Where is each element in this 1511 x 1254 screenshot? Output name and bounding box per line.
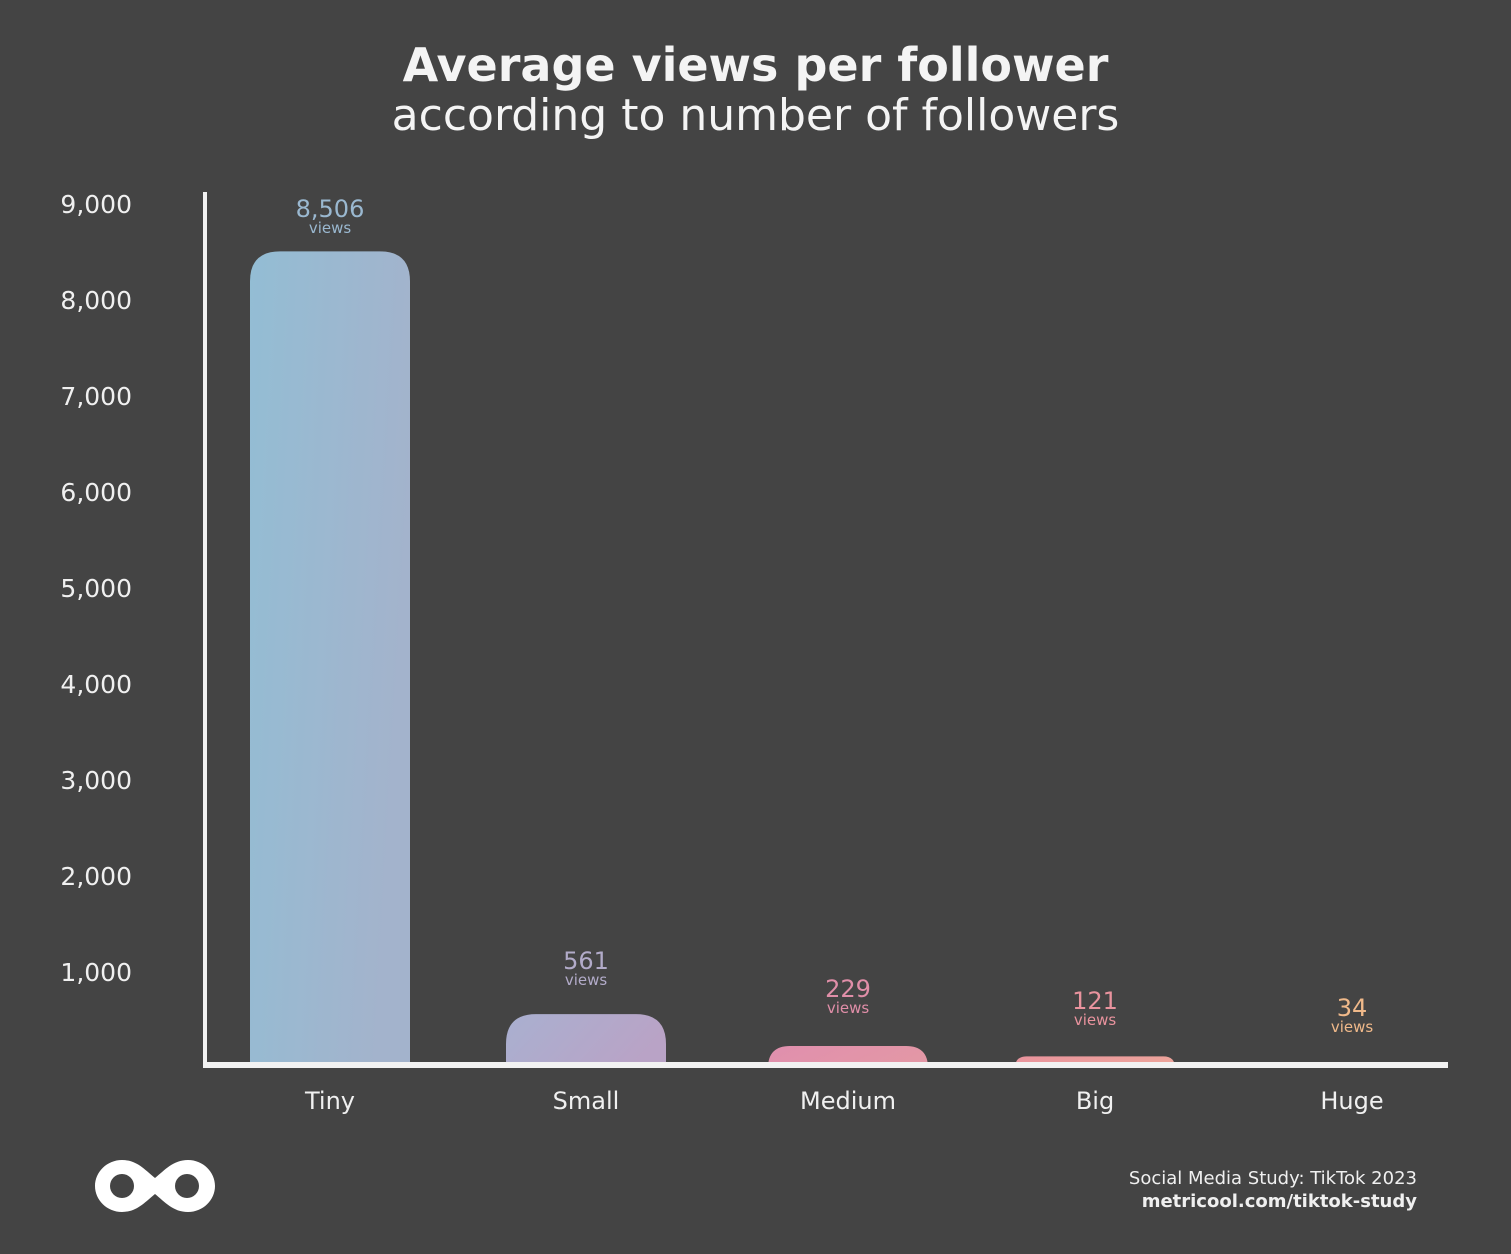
unit-label: views bbox=[309, 219, 352, 237]
bar-small bbox=[506, 1014, 666, 1068]
unit-label: views bbox=[1331, 1018, 1374, 1036]
y-tick-label: 9,000 bbox=[60, 190, 132, 219]
chart-subtitle: according to number of followers bbox=[391, 90, 1120, 141]
metricool-logo-icon bbox=[95, 1160, 215, 1212]
y-tick-label: 6,000 bbox=[60, 478, 132, 507]
unit-label: views bbox=[565, 971, 608, 989]
source-text: Social Media Study: TikTok 2023 bbox=[1128, 1168, 1417, 1189]
y-tick-label: 1,000 bbox=[60, 958, 132, 987]
y-tick-label: 3,000 bbox=[60, 766, 132, 795]
x-tick-label: Small bbox=[553, 1087, 620, 1115]
y-tick-label: 2,000 bbox=[60, 862, 132, 891]
value-label: 121 bbox=[1072, 987, 1118, 1015]
value-label: 561 bbox=[563, 947, 609, 975]
chart-title: Average views per follower bbox=[402, 38, 1109, 92]
x-tick-label: Huge bbox=[1320, 1087, 1383, 1115]
unit-label: views bbox=[1074, 1011, 1117, 1029]
y-tick-label: 4,000 bbox=[60, 670, 132, 699]
y-tick-label: 8,000 bbox=[60, 286, 132, 315]
x-tick-label: Big bbox=[1076, 1087, 1114, 1115]
value-label: 229 bbox=[825, 975, 871, 1003]
value-label: 8,506 bbox=[296, 195, 365, 223]
bar-tiny bbox=[250, 251, 410, 1068]
source-url[interactable]: metricool.com/tiktok-study bbox=[1141, 1191, 1417, 1212]
x-tick-label: Medium bbox=[800, 1087, 896, 1115]
value-label: 34 bbox=[1337, 994, 1368, 1022]
y-tick-label: 5,000 bbox=[60, 574, 132, 603]
x-tick-label: Tiny bbox=[304, 1087, 355, 1115]
unit-label: views bbox=[827, 999, 870, 1017]
y-tick-label: 7,000 bbox=[60, 382, 132, 411]
